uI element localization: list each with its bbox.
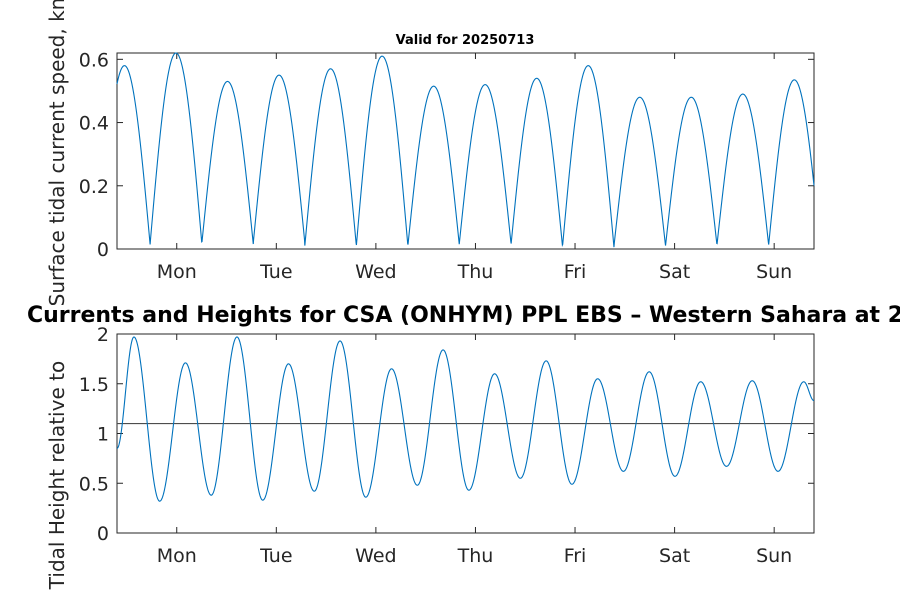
y-tick-label: 2 bbox=[97, 324, 109, 346]
x-tick-label: Sun bbox=[756, 261, 792, 283]
x-tick-label: Fri bbox=[564, 545, 587, 567]
series-line bbox=[116, 52, 815, 248]
y-tick-label: 0.5 bbox=[79, 473, 109, 495]
y-tick-label: 0.4 bbox=[79, 113, 109, 135]
bottom-y-axis-title: Tidal Height relative to bbox=[45, 361, 69, 590]
series-line bbox=[116, 336, 815, 502]
plot-area bbox=[116, 333, 815, 534]
y-tick-label: 0.6 bbox=[79, 49, 109, 71]
y-tick-label: 1.5 bbox=[79, 374, 109, 396]
x-tick-label: Wed bbox=[355, 261, 396, 283]
y-tick-label: 0 bbox=[97, 523, 109, 545]
y-tick-label: 0.2 bbox=[79, 176, 109, 198]
tidal-height-chart: 0 0.5 1 1.5 2 Mon Tue Wed Thu Fri Sat Sun bbox=[79, 324, 815, 567]
current-speed-chart: 0 0.2 0.4 0.6 Mon Tue Wed Thu Fri Sat Sun bbox=[79, 49, 815, 283]
x-tick-label: Mon bbox=[157, 261, 197, 283]
top-chart-title: Valid for 20250713 bbox=[396, 33, 535, 48]
x-tick-label: Sat bbox=[659, 545, 690, 567]
x-tick-label: Fri bbox=[564, 261, 587, 283]
plot-area bbox=[116, 52, 815, 250]
x-tick-label: Tue bbox=[259, 545, 292, 567]
y-tick-label: 0 bbox=[97, 239, 109, 261]
x-tick-label: Thu bbox=[457, 545, 494, 567]
x-tick-label: Mon bbox=[157, 545, 197, 567]
x-tick-label: Thu bbox=[457, 261, 494, 283]
x-tick-label: Sun bbox=[756, 545, 792, 567]
y-tick-label: 1 bbox=[97, 424, 109, 446]
x-tick-label: Tue bbox=[259, 261, 292, 283]
x-tick-label: Sat bbox=[659, 261, 690, 283]
top-y-axis-title: Surface tidal current speed, kn bbox=[45, 0, 69, 306]
bottom-chart-title: Currents and Heights for CSA (ONHYM) PPL… bbox=[27, 303, 900, 328]
x-tick-label: Wed bbox=[355, 545, 396, 567]
